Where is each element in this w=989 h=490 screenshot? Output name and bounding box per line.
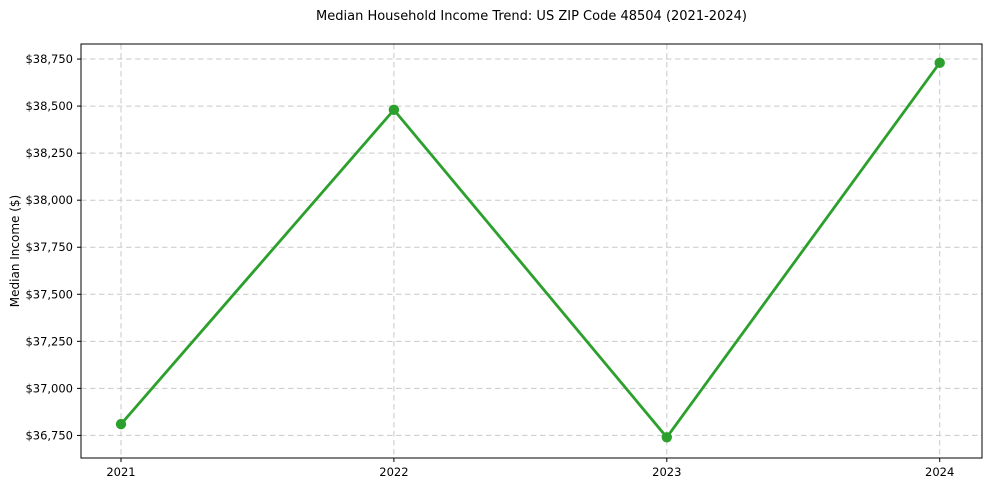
x-tick-label: 2021 [106,465,135,479]
data-point [934,57,945,69]
x-tick-label: 2024 [925,465,954,479]
y-tick-label: $37,500 [25,287,73,301]
y-tick-label: $37,750 [25,240,73,254]
x-tick-label: 2023 [652,465,681,479]
y-tick-label: $38,000 [25,193,73,207]
data-point [115,418,127,430]
data-point [388,104,400,116]
y-tick-label: $36,750 [25,428,73,442]
data-point [661,432,672,443]
plot-border [80,43,983,459]
y-tick-label: $37,000 [25,381,73,395]
chart-title: Median Household Income Trend: US ZIP Co… [316,9,747,24]
y-tick-label: $38,750 [25,52,73,66]
y-tick-label: $38,500 [25,99,73,113]
y-tick-label: $38,250 [25,146,73,160]
x-tick-label: 2022 [379,465,408,479]
y-tick-label: $37,250 [25,334,73,348]
data-line [119,61,942,439]
